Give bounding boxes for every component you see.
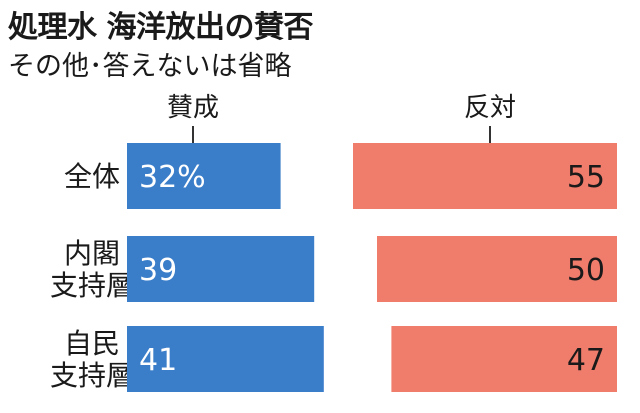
bar-0-2 <box>127 326 324 392</box>
chart-title: 処理水 海洋放出の賛否 <box>8 10 313 45</box>
category-label-1-0: 内閣 <box>64 237 120 270</box>
bar-0-0 <box>127 143 281 209</box>
category-label-2-0: 自民 <box>64 327 120 360</box>
data-label-1-2: 47 <box>567 343 605 378</box>
data-label-1-0: 55 <box>567 160 605 195</box>
chart-subtitle: その他･答えないは省略 <box>8 51 292 82</box>
data-label-0-0: 32% <box>139 160 206 195</box>
bar-1-1 <box>377 236 617 302</box>
bar-1-0 <box>353 143 617 209</box>
series-header-1: 反対 <box>464 93 516 123</box>
data-label-0-2: 41 <box>139 343 177 378</box>
bar-1-2 <box>391 326 617 392</box>
category-label-2-1: 支持層 <box>50 359 134 392</box>
category-label-0-0: 全体 <box>64 160 120 193</box>
bar-0-1 <box>127 236 315 302</box>
series-header-0: 賛成 <box>167 93 219 123</box>
data-label-1-1: 50 <box>567 253 605 288</box>
category-label-1-1: 支持層 <box>50 269 134 302</box>
data-label-0-1: 39 <box>139 253 177 288</box>
